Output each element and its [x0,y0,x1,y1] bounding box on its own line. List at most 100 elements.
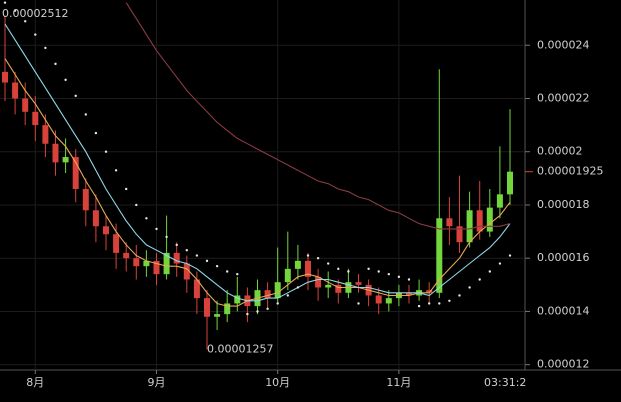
sar-dot [155,227,158,231]
moving-average-line [125,2,511,230]
candle-body [32,111,39,126]
sar-dot [417,304,421,308]
candle-body [82,188,89,211]
low-annotation: 0.00001257 [207,343,273,356]
candle-body [486,207,493,232]
sar-dot [246,312,249,316]
candle-body [456,226,463,243]
sar-dot [438,302,441,305]
sar-dot [488,270,491,273]
time-label: 03:31:2 [484,376,526,389]
sar-dot [215,264,219,268]
candle-body [62,157,69,163]
sar-dot [236,272,239,276]
y-tick-label: 0.000018 [537,198,590,211]
candle-body [123,252,130,259]
y-tick-label: 0.000012 [537,358,590,371]
candle-body [183,263,190,280]
candle-body [315,276,322,288]
sar-dot [468,286,471,289]
candle-body [2,71,8,83]
sar-dot [185,249,188,252]
sar-dot [407,278,411,281]
x-tick-label: 10月 [265,376,290,389]
candle-body [153,260,160,275]
candle-body [214,314,221,317]
sar-dot [327,262,330,265]
sar-dot [508,254,512,257]
candle-body [476,210,483,232]
candle-body [193,279,200,299]
y-tick-label: 0.000014 [537,304,590,317]
sar-dot [165,235,168,239]
candle-body [224,303,231,315]
moving-average-line [4,23,511,302]
candle-body [466,210,473,243]
sar-dot [347,270,350,273]
candle-body [234,295,241,304]
candle-body [72,157,79,189]
sar-dot [64,78,67,82]
sar-dot [256,310,259,313]
sar-dot [397,275,401,279]
sar-dot [13,9,17,12]
sar-dot [114,169,118,172]
sar-dot [387,272,390,276]
candle-body [204,298,210,317]
candle-body [406,292,412,296]
candle-body [294,260,301,269]
y-tick-label: 0.000016 [537,251,590,264]
y-tick-label: 0.000024 [537,38,590,51]
candle-body [325,284,332,288]
sar-dot [24,20,27,23]
sar-dot [337,267,340,271]
candle-body [103,226,109,235]
candle-body [375,295,382,304]
y-tick-label: 0.00002 [537,145,583,158]
candle-body [274,282,281,299]
x-tick-label: 9月 [148,376,166,389]
sar-dot [448,299,451,302]
sar-dot [74,94,77,98]
candle-body [113,234,120,253]
x-tick-label: 11月 [386,376,411,389]
sar-dot [377,270,380,273]
sar-dot [135,203,138,207]
candle-body [163,252,170,275]
sar-dot [286,294,289,297]
y-tick-label: 0.000022 [537,91,590,104]
candle-body [173,252,180,264]
sar-dot [125,187,128,191]
last-price-label: 0.00001925 [537,165,603,178]
sar-dot [94,131,98,135]
sar-dot [367,267,370,271]
candle-body [385,298,392,304]
sar-dot [498,262,502,265]
sar-dot [306,254,310,257]
sar-dot [458,294,461,297]
sar-dot [104,150,108,153]
candle-body [264,290,271,299]
candle-body [133,258,140,267]
candle-body [496,194,503,208]
candle-body [284,268,291,283]
candle-body [143,260,150,267]
candle-body [436,218,443,293]
last-price-box [533,164,621,179]
sar-dot [145,217,148,220]
sar-dot [54,62,57,66]
candle-body [446,218,453,227]
sar-dot [175,243,178,247]
sar-dot [44,46,47,50]
candle-body [52,143,59,163]
sar-dot [84,113,88,116]
candle-body [42,125,49,144]
moving-average-line [4,58,511,307]
sar-dot [276,302,279,305]
candle-body [12,82,19,99]
candle-body [22,98,29,112]
sar-dot [357,302,360,305]
sar-dot [195,254,199,257]
